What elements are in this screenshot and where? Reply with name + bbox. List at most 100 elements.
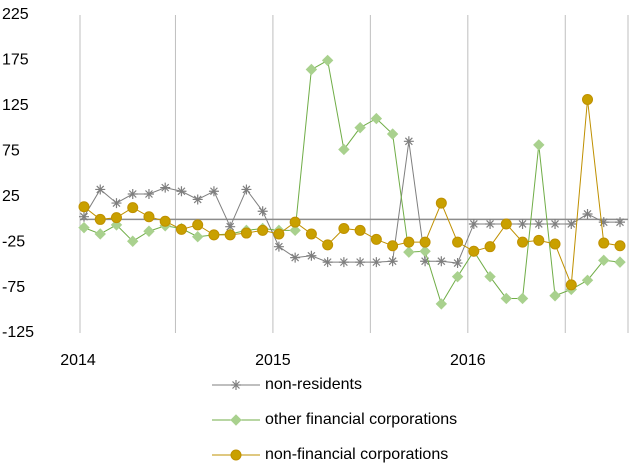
marker xyxy=(403,236,415,248)
marker xyxy=(306,250,317,261)
legend-marker xyxy=(231,380,241,390)
marker xyxy=(321,54,334,67)
legend-label: non-residents xyxy=(265,376,362,393)
marker xyxy=(192,194,203,205)
marker xyxy=(468,218,479,229)
y-tick-label: 25 xyxy=(2,188,20,205)
marker xyxy=(241,184,252,195)
marker xyxy=(485,218,496,229)
marker xyxy=(208,186,219,197)
marker xyxy=(500,218,512,230)
x-tick-label: 2016 xyxy=(450,352,486,369)
marker xyxy=(566,218,577,229)
marker xyxy=(176,186,187,197)
marker xyxy=(435,197,447,209)
marker xyxy=(257,206,268,217)
marker xyxy=(516,292,529,305)
marker xyxy=(224,229,236,241)
y-tick-label: 175 xyxy=(2,52,29,69)
marker xyxy=(582,93,594,105)
marker xyxy=(159,215,171,227)
marker xyxy=(338,143,350,156)
marker xyxy=(273,228,285,240)
marker xyxy=(436,256,447,267)
y-tick-label: 225 xyxy=(2,6,29,23)
legend-marker xyxy=(230,449,242,461)
y-tick-label: -125 xyxy=(2,324,34,341)
marker xyxy=(614,240,626,252)
marker xyxy=(582,208,593,219)
marker xyxy=(517,236,529,248)
marker xyxy=(338,223,350,235)
marker xyxy=(78,221,90,234)
marker xyxy=(370,233,382,245)
y-tick-label: 125 xyxy=(2,97,29,114)
marker xyxy=(289,216,301,228)
marker xyxy=(533,234,545,246)
marker xyxy=(273,241,284,252)
marker xyxy=(484,270,496,283)
marker xyxy=(550,218,561,229)
marker xyxy=(598,254,610,267)
marker xyxy=(549,290,561,302)
marker xyxy=(290,252,301,263)
marker xyxy=(143,211,155,223)
marker xyxy=(484,241,496,253)
marker xyxy=(452,236,464,248)
marker xyxy=(370,112,383,125)
marker xyxy=(468,245,480,257)
marker xyxy=(175,223,187,235)
marker xyxy=(94,213,106,225)
legend-label: non-financial corporations xyxy=(265,446,448,463)
y-tick-label: -75 xyxy=(2,279,25,296)
marker xyxy=(192,219,204,231)
marker xyxy=(386,128,399,140)
x-tick-label: 2014 xyxy=(60,352,96,369)
marker xyxy=(452,258,463,269)
marker xyxy=(305,228,317,240)
marker xyxy=(387,256,398,267)
marker xyxy=(355,257,366,268)
marker xyxy=(111,198,122,209)
marker xyxy=(322,257,333,268)
marker xyxy=(614,256,626,268)
y-tick-label: -25 xyxy=(2,233,25,250)
marker xyxy=(225,221,236,232)
marker xyxy=(419,236,431,248)
marker xyxy=(240,227,252,239)
marker xyxy=(143,188,154,199)
marker xyxy=(322,239,334,251)
marker xyxy=(403,136,414,147)
marker xyxy=(371,257,382,268)
marker xyxy=(110,212,122,224)
marker xyxy=(533,139,545,151)
marker xyxy=(127,188,138,199)
marker xyxy=(305,63,318,76)
x-tick-label: 2015 xyxy=(255,352,291,369)
marker xyxy=(191,230,204,243)
marker xyxy=(143,225,155,237)
marker xyxy=(95,184,106,195)
marker xyxy=(127,235,139,247)
marker xyxy=(598,237,610,249)
marker xyxy=(387,240,399,252)
marker xyxy=(257,224,269,236)
marker xyxy=(127,202,139,214)
marker xyxy=(289,224,301,237)
marker xyxy=(451,270,464,283)
legend-marker xyxy=(230,414,242,426)
marker xyxy=(565,279,577,291)
marker xyxy=(549,238,561,250)
marker xyxy=(354,121,366,134)
marker xyxy=(581,274,594,287)
marker xyxy=(78,201,90,213)
marker xyxy=(94,228,106,240)
marker xyxy=(615,217,625,228)
marker xyxy=(517,218,528,229)
marker xyxy=(500,292,513,305)
y-tick-label: 75 xyxy=(2,143,20,160)
marker xyxy=(435,298,448,310)
marker xyxy=(533,218,544,229)
marker xyxy=(160,182,171,193)
